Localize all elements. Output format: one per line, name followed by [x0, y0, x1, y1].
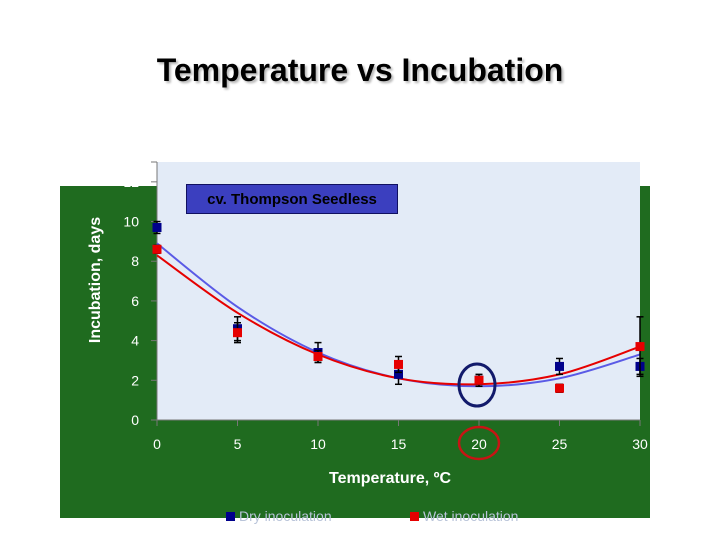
optimum-point-circle [457, 362, 497, 408]
data-point-0-5 [555, 361, 564, 371]
data-point-0-3 [394, 369, 403, 379]
y-tick-label-0: 0 [131, 412, 139, 428]
y-tick-label-5: 10 [123, 214, 139, 230]
data-point-1-0 [152, 244, 162, 254]
legend-swatch-dry [226, 511, 235, 521]
data-point-1-1 [233, 328, 242, 338]
x-tick-label-0: 0 [153, 436, 161, 452]
axes [151, 161, 641, 426]
x-tick-label-1: 5 [234, 436, 242, 452]
x-tick-label-6: 30 [632, 436, 648, 452]
highlight-circles [457, 362, 501, 461]
data-point-0-0 [152, 222, 162, 232]
data-point-1-4 [474, 375, 484, 385]
y-tick-label-1: 2 [131, 372, 139, 388]
x-axis-label: Temperature, ºC [328, 470, 452, 487]
optimum-temperature-circle [457, 425, 501, 461]
x-tick-label-5: 25 [552, 436, 568, 452]
legend-swatch-wet [410, 511, 419, 521]
x-tick-label-3: 15 [391, 436, 407, 452]
data-point-1-3 [394, 359, 403, 369]
data-points [152, 220, 645, 393]
y-tick-label-3: 6 [131, 293, 139, 309]
y-tick-label-2: 4 [131, 333, 139, 349]
legend: Dry inoculation Wet inoculation [224, 508, 604, 526]
legend-item-wet: Wet inoculation [410, 508, 518, 524]
data-point-1-2 [313, 351, 323, 361]
chart-title: Temperature vs Incubation [156, 52, 564, 88]
x-tick-label-4: 20 [471, 436, 487, 452]
legend-item-dry: Dry inoculation [226, 508, 332, 524]
x-tick-label-2: 10 [310, 436, 326, 452]
y-tick-label-4: 8 [131, 253, 139, 269]
legend-label-dry: Dry inoculation [239, 508, 332, 524]
legend-label-wet: Wet inoculation [423, 508, 519, 524]
cultivar-annotation-box: cv. Thompson Seedless [186, 184, 398, 214]
data-point-1-5 [555, 383, 564, 393]
tick-labels: 0 2 4 6 8 10 12 0 5 10 15 20 25 30 [123, 174, 648, 452]
y-tick-label-6: 12 [123, 174, 139, 190]
data-point-1-6 [635, 342, 645, 352]
